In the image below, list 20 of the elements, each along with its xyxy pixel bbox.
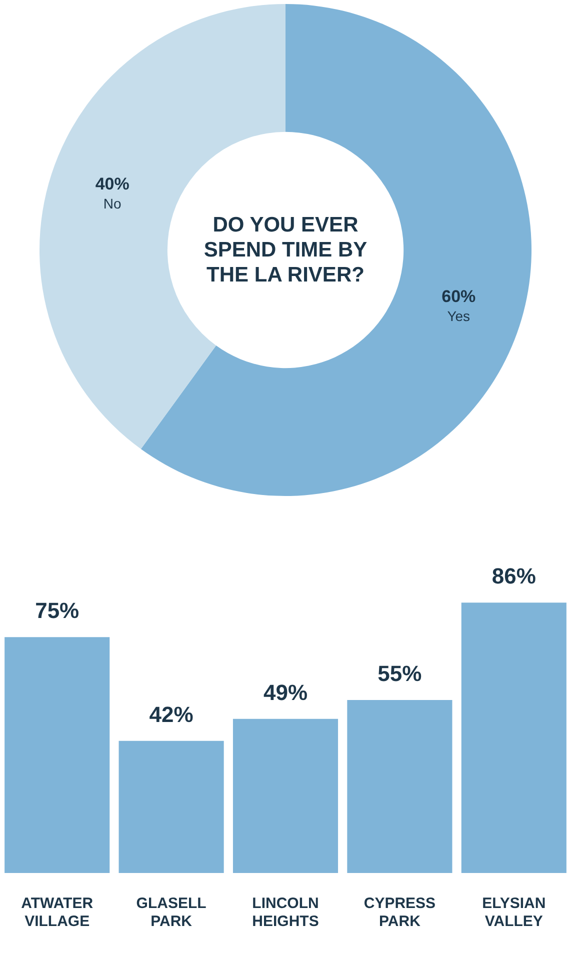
bar: [461, 602, 566, 873]
data-label: 75%: [35, 598, 80, 624]
bar: [4, 637, 110, 873]
x-tick-label: CYPRESS PARK: [364, 895, 436, 930]
x-tick-label: ELYSIAN VALLEY: [482, 895, 546, 930]
text: DO YOU EVER SPEND TIME BY THE LA RIVER?: [202, 212, 368, 288]
data-label: 86%: [492, 564, 536, 589]
data-label: 60%: [442, 286, 476, 306]
x-tick-label: ATWATER VILLAGE: [21, 895, 94, 930]
x-tick-label: GLASELL PARK: [136, 895, 206, 930]
bar: [118, 740, 224, 873]
bar: [347, 700, 452, 873]
data-label: 55%: [378, 661, 422, 686]
slice-label: Yes: [447, 308, 470, 324]
slice-label: No: [103, 196, 122, 212]
data-label: 40%: [95, 174, 130, 194]
data-label: 49%: [263, 680, 308, 705]
data-label: 42%: [149, 702, 194, 727]
bar: [232, 718, 338, 873]
x-tick-label: LINCOLN HEIGHTS: [252, 895, 319, 930]
